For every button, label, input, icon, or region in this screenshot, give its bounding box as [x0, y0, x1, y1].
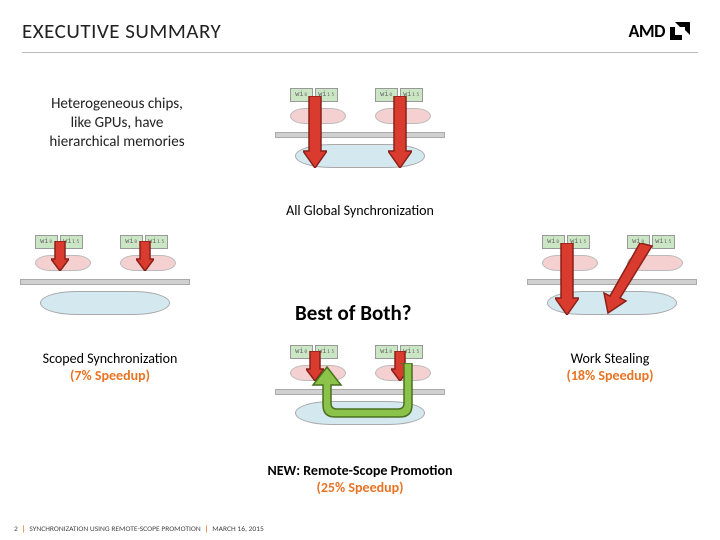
red-arrow-icon — [303, 96, 327, 168]
amd-arrow-icon — [670, 22, 690, 40]
sep-icon: | — [22, 525, 26, 534]
caption: NEW: Remote-Scope Promotion — [260, 462, 460, 479]
footer: 2 | SYNCHRONIZATION USING REMOTE-SCOPE P… — [14, 525, 264, 534]
label-scoped-sync: Scoped Synchronization (7% Speedup) — [10, 350, 210, 384]
header: EXECUTIVE SUMMARY AMD — [0, 0, 720, 52]
red-arrow-icon — [51, 241, 69, 271]
best-of-both: Best of Both? — [295, 300, 412, 326]
page-title: EXECUTIVE SUMMARY — [22, 18, 221, 44]
red-arrow-icon — [136, 241, 154, 271]
caption: Scoped Synchronization — [10, 350, 210, 367]
global-cloud — [40, 291, 170, 315]
footer-date: MARCH 16, 2015 — [212, 525, 264, 534]
red-arrow-icon — [388, 96, 412, 168]
speedup: (7% Speedup) — [10, 367, 210, 384]
footer-title: SYNCHRONIZATION USING REMOTE-SCOPE PROMO… — [29, 525, 200, 534]
amd-logo: AMD — [629, 20, 691, 42]
label-global-sync: All Global Synchronization — [260, 202, 460, 219]
label-remote-scope: NEW: Remote-Scope Promotion (25% Speedup… — [260, 462, 460, 496]
logo-text: AMD — [629, 20, 666, 42]
page-num: 2 — [14, 525, 18, 534]
speedup: (18% Speedup) — [510, 367, 710, 384]
diagram-work-stealing: wi₀wi₁₅ wi₀wi₁₅ — [527, 235, 697, 315]
caption: All Global Synchronization — [260, 202, 460, 219]
diagram-remote-scope: wi₀wi₁₅ wi₀wi₁₅ — [275, 345, 445, 425]
diagram-global-sync: wi₀wi₁₅ wi₀wi₁₅ — [275, 88, 445, 168]
speedup: (25% Speedup) — [260, 479, 460, 496]
sep-icon: | — [205, 525, 209, 534]
bus-bar — [20, 279, 190, 285]
label-work-stealing: Work Stealing (18% Speedup) — [510, 350, 710, 384]
header-rule — [22, 52, 698, 53]
bus-bar — [275, 132, 445, 138]
diagram-scoped-sync: wi₀wi₁₅ wi₀wi₁₅ — [20, 235, 190, 315]
subtitle-text: Heterogeneous chips,like GPUs, havehiera… — [22, 95, 212, 151]
red-diag-arrow-icon — [602, 243, 657, 315]
caption: Work Stealing — [510, 350, 710, 367]
red-arrow-icon — [555, 243, 579, 315]
green-curve-arrow-icon — [305, 363, 425, 433]
